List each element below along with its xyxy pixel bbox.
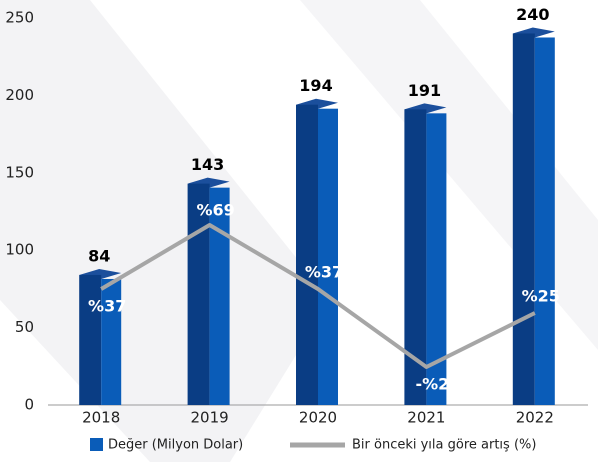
line-value-label: %25: [522, 287, 560, 306]
bar-side: [512, 33, 535, 405]
line-value-label: %37: [305, 263, 343, 282]
line-value-label: %69: [196, 201, 234, 220]
x-tick-label: 2022: [516, 409, 554, 427]
value-label: 191: [408, 81, 441, 100]
legend-label: Bir önceki yıla göre artış (%): [352, 438, 536, 453]
legend-swatch: [90, 438, 103, 451]
background-shape: [0, 0, 330, 462]
y-tick-label: 200: [5, 86, 34, 104]
x-tick-label: 2019: [191, 409, 229, 427]
bar: [534, 37, 555, 405]
bar: [209, 187, 230, 405]
bar: [426, 113, 447, 405]
bar-side: [404, 109, 427, 405]
y-tick-label: 50: [15, 318, 34, 336]
line: [100, 223, 536, 369]
value-label: 84: [88, 246, 110, 265]
y-tick-label: 0: [24, 396, 34, 414]
bar-side: [187, 183, 210, 405]
line-value-label: -%2: [415, 375, 449, 394]
bar-side: [296, 104, 318, 406]
y-tick-label: 250: [5, 9, 34, 27]
line-value-label: %37: [88, 297, 126, 316]
bar: [101, 278, 122, 405]
y-tick-label: 100: [5, 241, 34, 259]
x-tick-label: 2018: [82, 409, 120, 427]
value-label: 194: [299, 76, 332, 95]
bar: [318, 108, 338, 406]
value-label: 143: [191, 155, 224, 174]
legend-label: Değer (Milyon Dolar): [108, 438, 243, 453]
x-tick-label: 2020: [299, 409, 337, 427]
x-tick-label: 2021: [407, 409, 445, 427]
value-label: 240: [516, 5, 549, 24]
bar-side: [79, 274, 102, 405]
y-tick-label: 150: [5, 163, 34, 181]
